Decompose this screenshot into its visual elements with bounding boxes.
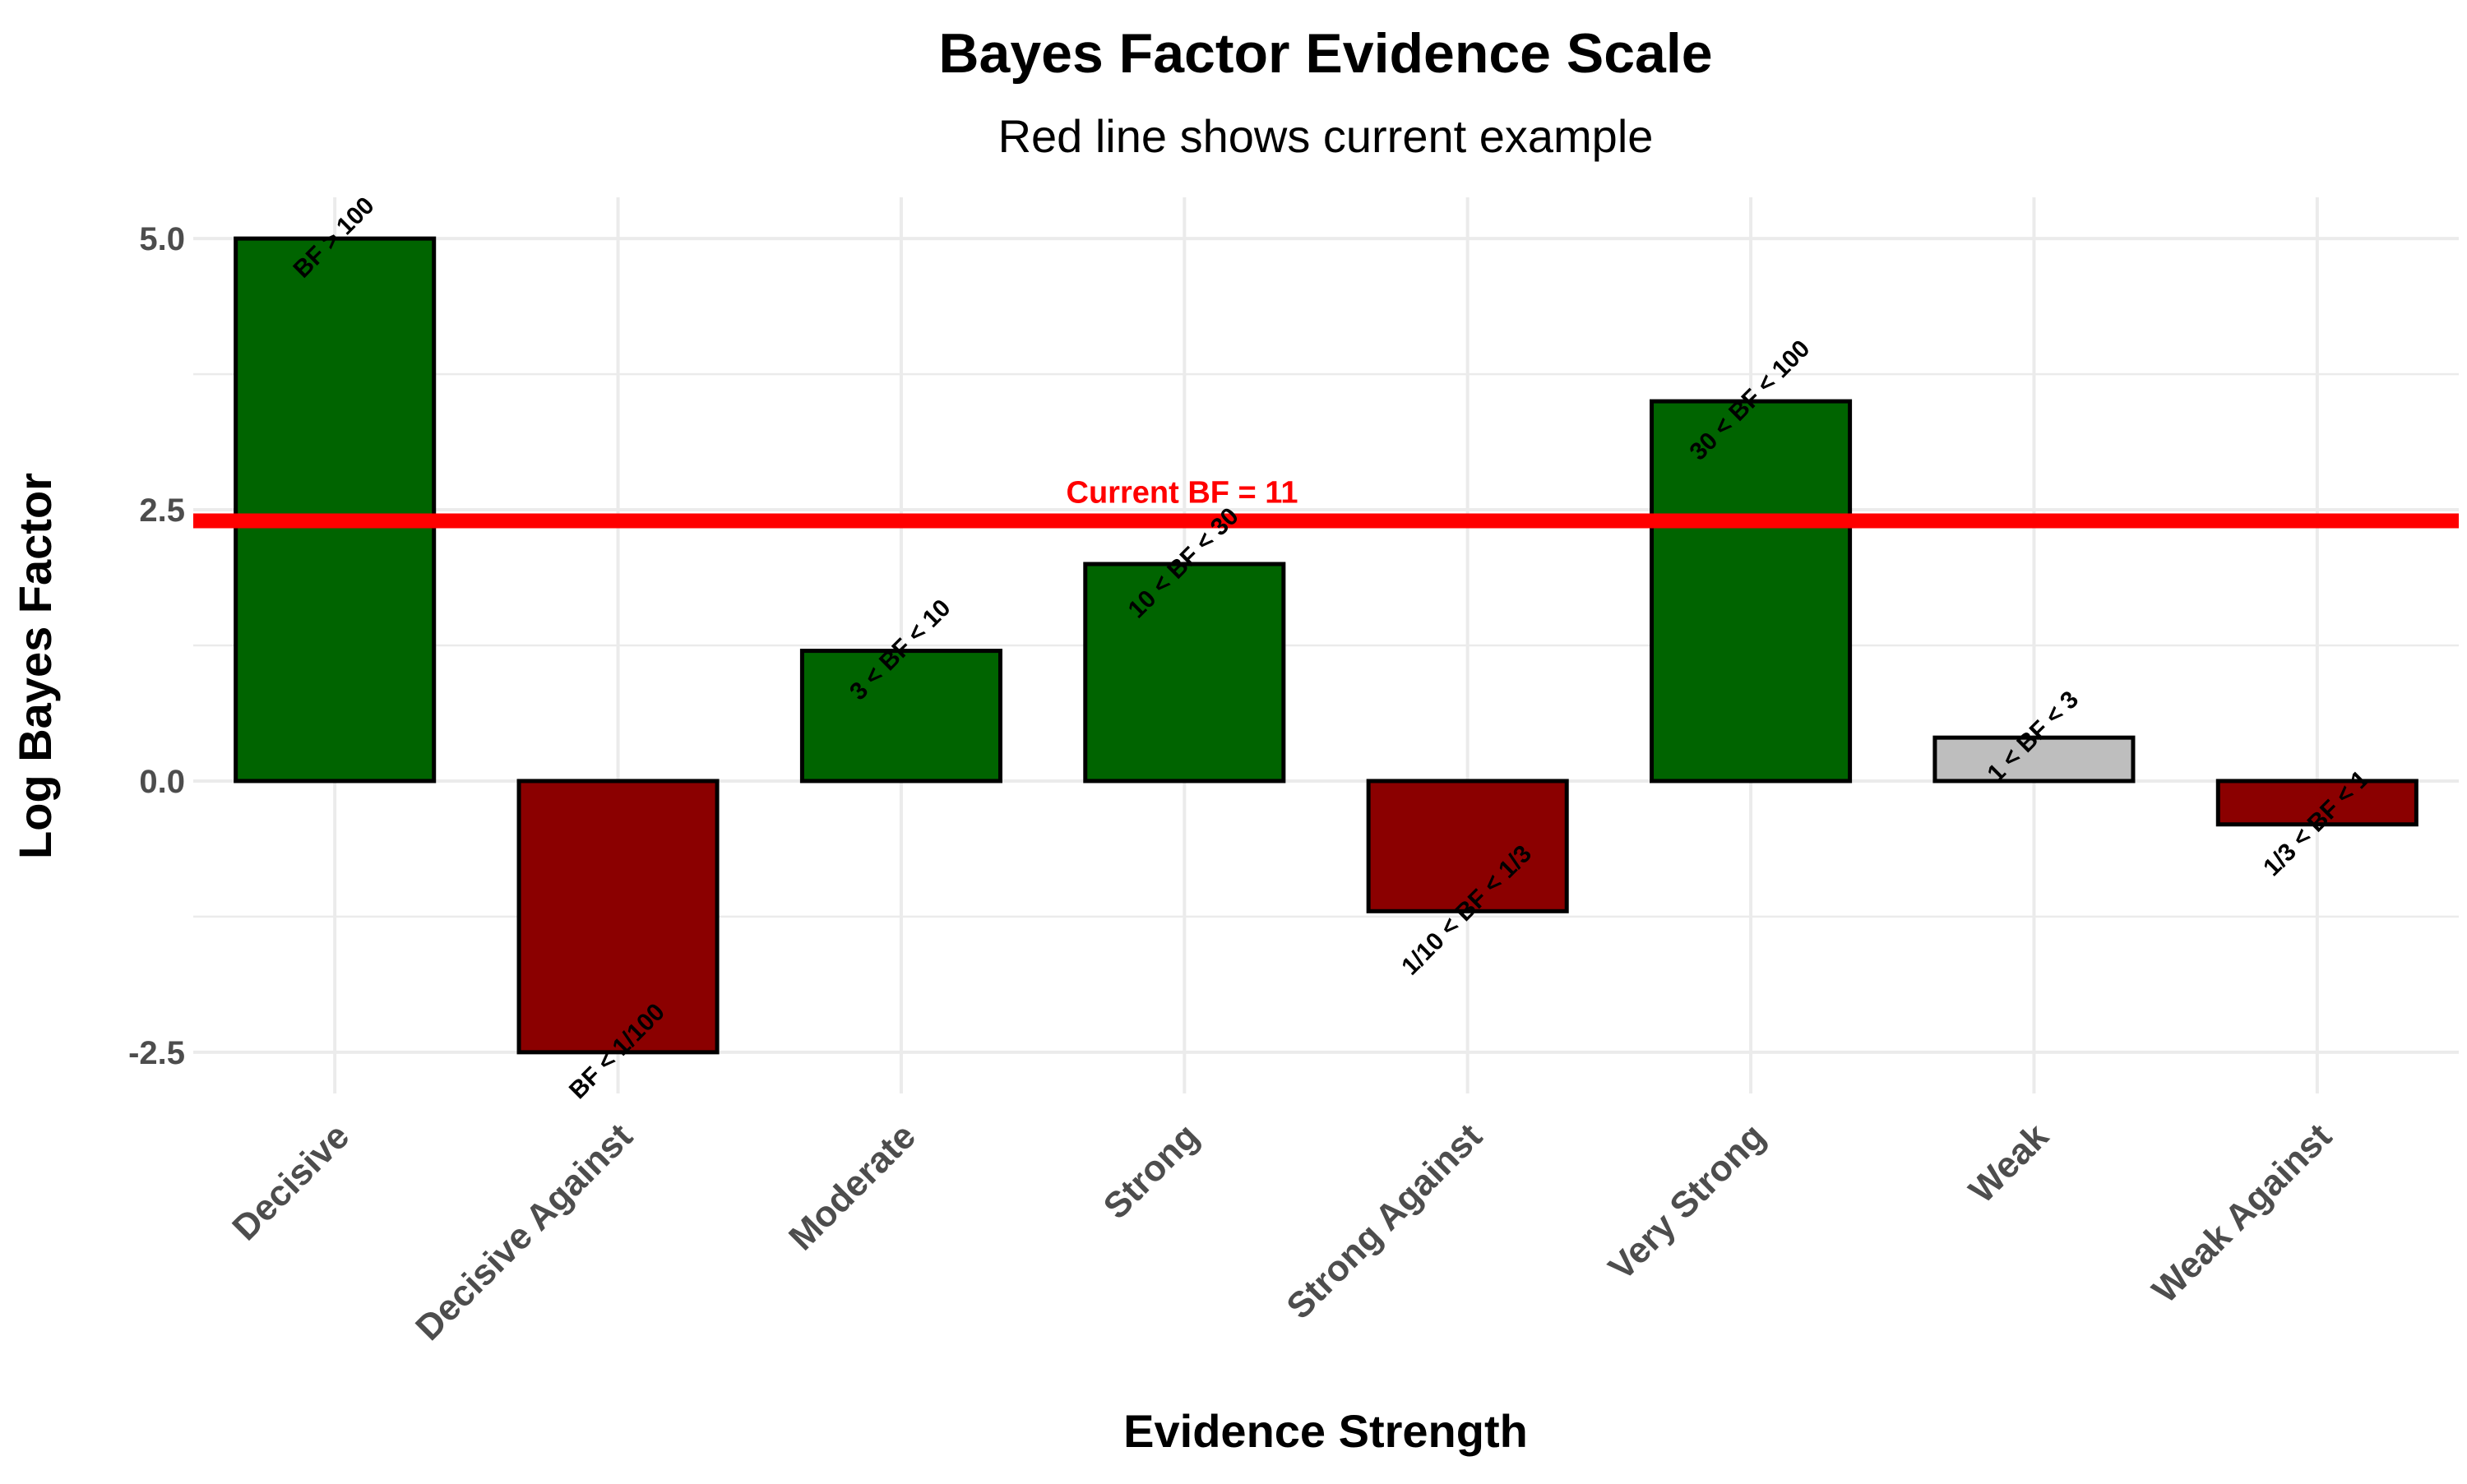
x-tick-label: Weak Against xyxy=(2145,1116,2340,1311)
reference-line-layer: Current BF = 11 xyxy=(193,476,2459,529)
bar-moderate xyxy=(799,649,1002,784)
y-tick-label: 0.0 xyxy=(139,764,185,800)
x-tick-label: Decisive xyxy=(224,1116,357,1248)
bar-strong-against xyxy=(1366,779,1569,913)
bar-weak-against xyxy=(2215,779,2418,827)
y-tick-label: 5.0 xyxy=(139,221,185,257)
x-tick-label: Strong xyxy=(1095,1116,1206,1227)
y-tick-label: -2.5 xyxy=(128,1035,185,1071)
bar-layer xyxy=(234,236,2418,1055)
chart-title: Bayes Factor Evidence Scale xyxy=(938,22,1712,85)
x-tick-label: Very Strong xyxy=(1601,1116,1773,1288)
bar-weak xyxy=(1932,735,2136,784)
axis-layer: -2.5 0.0 2.5 5.0 Decisive Decisive Against Mod… xyxy=(128,221,2340,1348)
x-tick-label: Decisive Against xyxy=(408,1116,641,1348)
chart-subtitle: Red line shows current example xyxy=(998,110,1654,162)
x-tick-label: Moderate xyxy=(781,1116,923,1258)
bar-decisive xyxy=(234,236,437,784)
x-tick-label: Strong Against xyxy=(1279,1116,1490,1327)
bar-decisive-against xyxy=(516,779,720,1055)
x-axis-title: Evidence Strength xyxy=(1123,1405,1528,1457)
x-tick-label: Weak xyxy=(1961,1116,2057,1211)
current-bf-label: Current BF = 11 xyxy=(1067,476,1298,511)
bar-very-strong xyxy=(1650,399,1853,784)
y-axis-title: Log Bayes Factor xyxy=(9,473,61,859)
y-tick-label: 2.5 xyxy=(139,492,185,529)
bar-strong xyxy=(1083,562,1286,784)
